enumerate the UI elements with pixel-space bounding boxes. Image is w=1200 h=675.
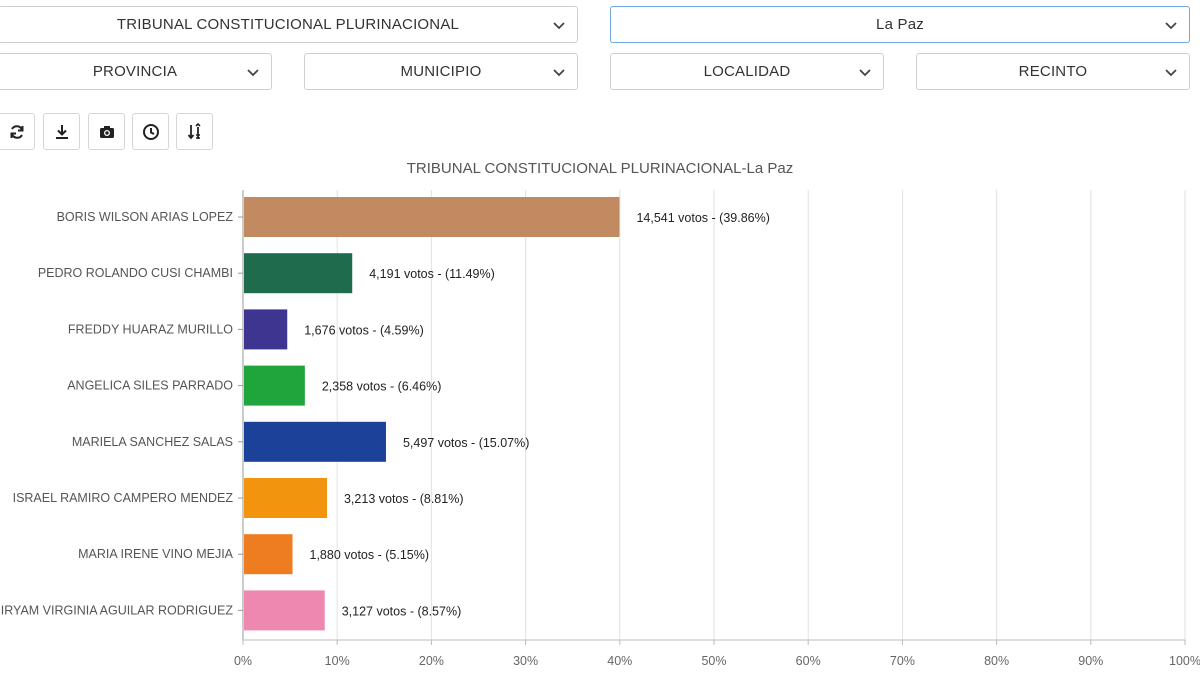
x-tick-label: 10% xyxy=(325,654,350,668)
election-select[interactable]: TRIBUNAL CONSTITUCIONAL PLURINACIONAL xyxy=(0,6,578,43)
data-label: 5,497 votos - (15.07%) xyxy=(403,436,529,450)
clock-icon xyxy=(142,123,159,140)
chevron-down-icon xyxy=(859,68,871,76)
category-label: MARIA IRENE VINO MEJIA xyxy=(78,547,234,561)
x-tick-label: 60% xyxy=(796,654,821,668)
data-label: 2,358 votos - (6.46%) xyxy=(322,380,442,394)
bar xyxy=(244,197,620,237)
chevron-down-icon xyxy=(553,21,565,29)
data-label: 14,541 votos - (39.86%) xyxy=(636,211,769,225)
municipality-select-value: MUNICIPIO xyxy=(400,63,482,80)
locality-select[interactable]: LOCALIDAD xyxy=(610,53,884,90)
precinct-select[interactable]: RECINTO xyxy=(916,53,1190,90)
chevron-down-icon xyxy=(247,68,259,76)
x-tick-label: 50% xyxy=(701,654,726,668)
x-tick-label: 30% xyxy=(513,654,538,668)
province-select-value: PROVINCIA xyxy=(92,63,178,80)
refresh-icon xyxy=(10,124,23,139)
locality-select-value: LOCALIDAD xyxy=(703,63,791,80)
screenshot-button[interactable] xyxy=(88,113,125,150)
bar xyxy=(244,534,293,575)
refresh-button[interactable] xyxy=(0,113,35,150)
department-select-value: La Paz xyxy=(876,16,924,33)
province-select[interactable]: PROVINCIA xyxy=(0,53,272,90)
chevron-down-icon xyxy=(1165,21,1177,29)
bar xyxy=(244,253,353,294)
download-button[interactable] xyxy=(43,113,80,150)
category-label: MARIELA SANCHEZ SALAS xyxy=(72,435,233,449)
bar xyxy=(244,590,325,631)
department-select[interactable]: La Paz xyxy=(610,6,1190,43)
bar xyxy=(244,365,305,406)
data-label: 4,191 votos - (11.49%) xyxy=(369,267,495,281)
history-button[interactable] xyxy=(132,113,169,150)
election-select-value: TRIBUNAL CONSTITUCIONAL PLURINACIONAL xyxy=(116,16,460,33)
category-label: ANGELICA SILES PARRADO xyxy=(67,379,233,393)
data-label: 3,213 votos - (8.81%) xyxy=(344,492,464,506)
sort-icon xyxy=(187,122,201,139)
sort-button[interactable] xyxy=(176,113,213,150)
category-label: MIRYAM VIRGINIA AGUILAR RODRIGUEZ xyxy=(0,603,233,617)
download-icon xyxy=(55,124,68,139)
x-tick-label: 80% xyxy=(984,654,1009,668)
chart-title: TRIBUNAL CONSTITUCIONAL PLURINACIONAL-La… xyxy=(406,160,794,177)
bar xyxy=(244,309,288,350)
data-label: 3,127 votos - (8.57%) xyxy=(342,604,462,618)
category-label: FREDDY HUARAZ MURILLO xyxy=(68,322,233,336)
category-label: ISRAEL RAMIRO CAMPERO MENDEZ xyxy=(13,491,234,505)
data-label: 1,676 votos - (4.59%) xyxy=(304,323,424,337)
precinct-select-value: RECINTO xyxy=(1018,63,1088,80)
chevron-down-icon xyxy=(1165,68,1177,76)
data-label: 1,880 votos - (5.15%) xyxy=(310,548,430,562)
bar xyxy=(244,421,386,462)
x-tick-label: 0% xyxy=(234,654,252,668)
x-tick-label: 100% xyxy=(1169,654,1200,668)
x-tick-label: 70% xyxy=(890,654,915,668)
camera-icon xyxy=(99,125,114,138)
x-tick-label: 90% xyxy=(1078,654,1103,668)
bar xyxy=(244,478,327,518)
category-label: BORIS WILSON ARIAS LOPEZ xyxy=(57,210,234,224)
x-tick-label: 20% xyxy=(419,654,444,668)
x-tick-label: 40% xyxy=(607,654,632,668)
chevron-down-icon xyxy=(553,68,565,76)
category-label: PEDRO ROLANDO CUSI CHAMBI xyxy=(38,266,233,280)
municipality-select[interactable]: MUNICIPIO xyxy=(304,53,578,90)
